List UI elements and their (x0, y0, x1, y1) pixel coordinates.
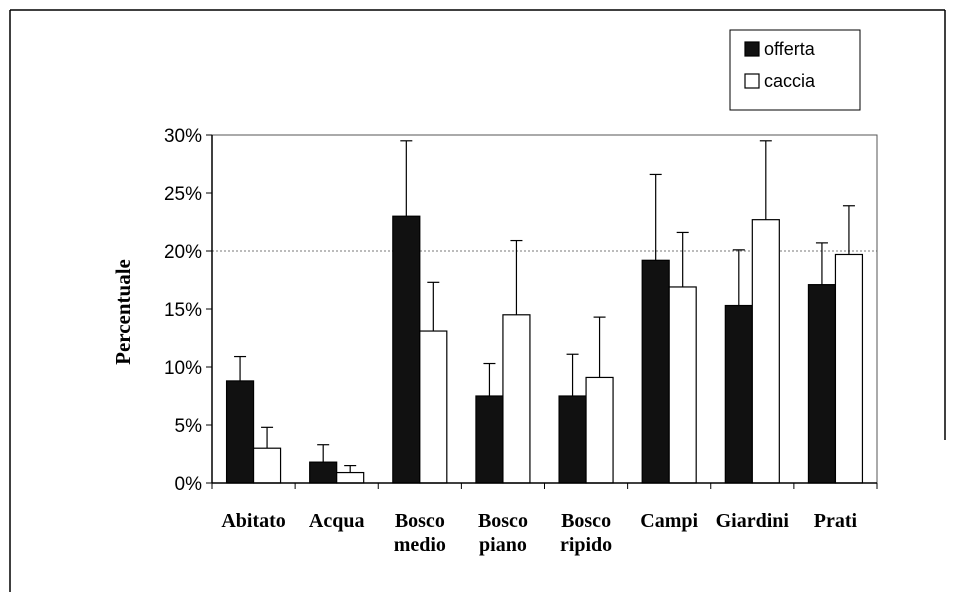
bar-caccia (585, 376, 614, 484)
y-tick-label: 10% (164, 358, 202, 379)
x-category-label: Giardini (716, 510, 790, 532)
y-tick-label: 0% (175, 474, 203, 495)
bar-offerta (807, 284, 837, 484)
x-category-label: Bosco (478, 510, 528, 532)
bar-caccia (668, 286, 697, 484)
x-category-label: Campi (640, 510, 698, 532)
legend-label-caccia: caccia (764, 71, 816, 91)
x-category-label: piano (479, 534, 527, 556)
x-category-label: Bosco (395, 510, 445, 532)
y-tick-label: 25% (164, 184, 202, 205)
x-category-label: medio (394, 534, 446, 556)
bar-offerta (225, 380, 255, 484)
y-tick-labels: 0% 5% 10% 15% 20% 25% 30% (164, 126, 202, 495)
bar-caccia (751, 219, 780, 484)
x-category-label: Abitato (221, 510, 285, 532)
legend-label-offerta: offerta (764, 39, 816, 59)
x-category-labels: Abitato Acqua BoscomedioBoscopianoBoscorip… (221, 510, 857, 556)
legend-swatch-offerta (744, 41, 760, 57)
bar-caccia (502, 314, 531, 484)
bar-offerta (309, 461, 338, 484)
bar-offerta (641, 259, 670, 484)
legend: offerta caccia (729, 29, 861, 111)
y-tick-label: 30% (164, 126, 202, 147)
y-axis-label: Percentuale (111, 259, 135, 365)
error-bars-group (234, 140, 855, 473)
bar-offerta (392, 215, 421, 484)
x-category-label: Prati (814, 510, 858, 532)
y-tick-label: 15% (164, 300, 202, 321)
bar-offerta (558, 395, 587, 484)
bar-offerta (724, 304, 753, 484)
x-category-label: ripido (560, 534, 612, 556)
bars-group (225, 215, 864, 484)
y-tick-label: 20% (164, 242, 202, 263)
bar-caccia (252, 447, 282, 484)
bar-offerta (475, 395, 504, 484)
axes-group (206, 134, 878, 489)
legend-swatch-caccia (744, 73, 760, 89)
y-tick-label: 5% (175, 416, 203, 437)
x-category-label: Bosco (561, 510, 611, 532)
bar-caccia (336, 471, 365, 484)
bar-caccia (419, 330, 448, 484)
x-category-label: Acqua (309, 510, 365, 532)
bar-caccia (834, 253, 864, 484)
